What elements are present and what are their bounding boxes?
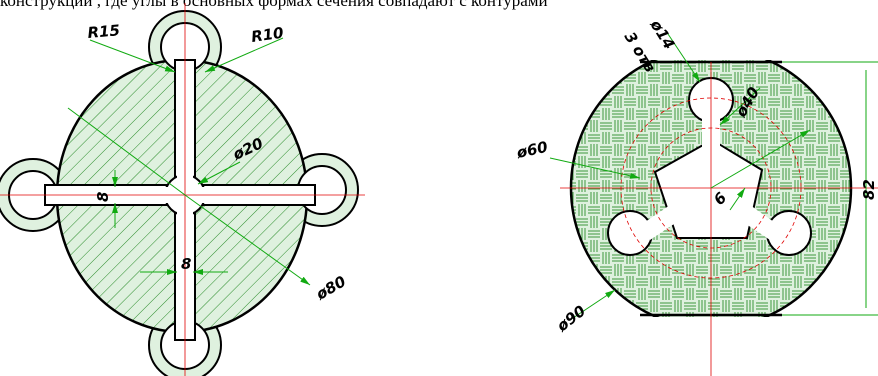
label-h82: 82 <box>860 179 878 200</box>
right-view: ø14 3 отв ø40 ø60 6 ø90 82 <box>514 16 878 376</box>
label-d80: ø80 <box>312 272 349 304</box>
right-centerlines <box>560 62 878 376</box>
left-centerlines <box>0 3 365 376</box>
label-r15: R15 <box>87 21 121 42</box>
label-d60: ø60 <box>514 138 549 162</box>
caption-text: конструкции , где углы в основных формах… <box>0 0 548 10</box>
label-w8-vertical: 8 <box>94 192 112 202</box>
left-view: R15 R10 ø20 8 8 ø80 <box>0 3 365 376</box>
label-d14: ø14 <box>646 16 678 53</box>
right-dimensions <box>549 33 878 321</box>
label-r10: R10 <box>250 24 285 46</box>
label-w8-horizontal: 8 <box>181 255 191 273</box>
label-d90: ø90 <box>553 302 589 336</box>
left-dimensions <box>67 37 311 286</box>
